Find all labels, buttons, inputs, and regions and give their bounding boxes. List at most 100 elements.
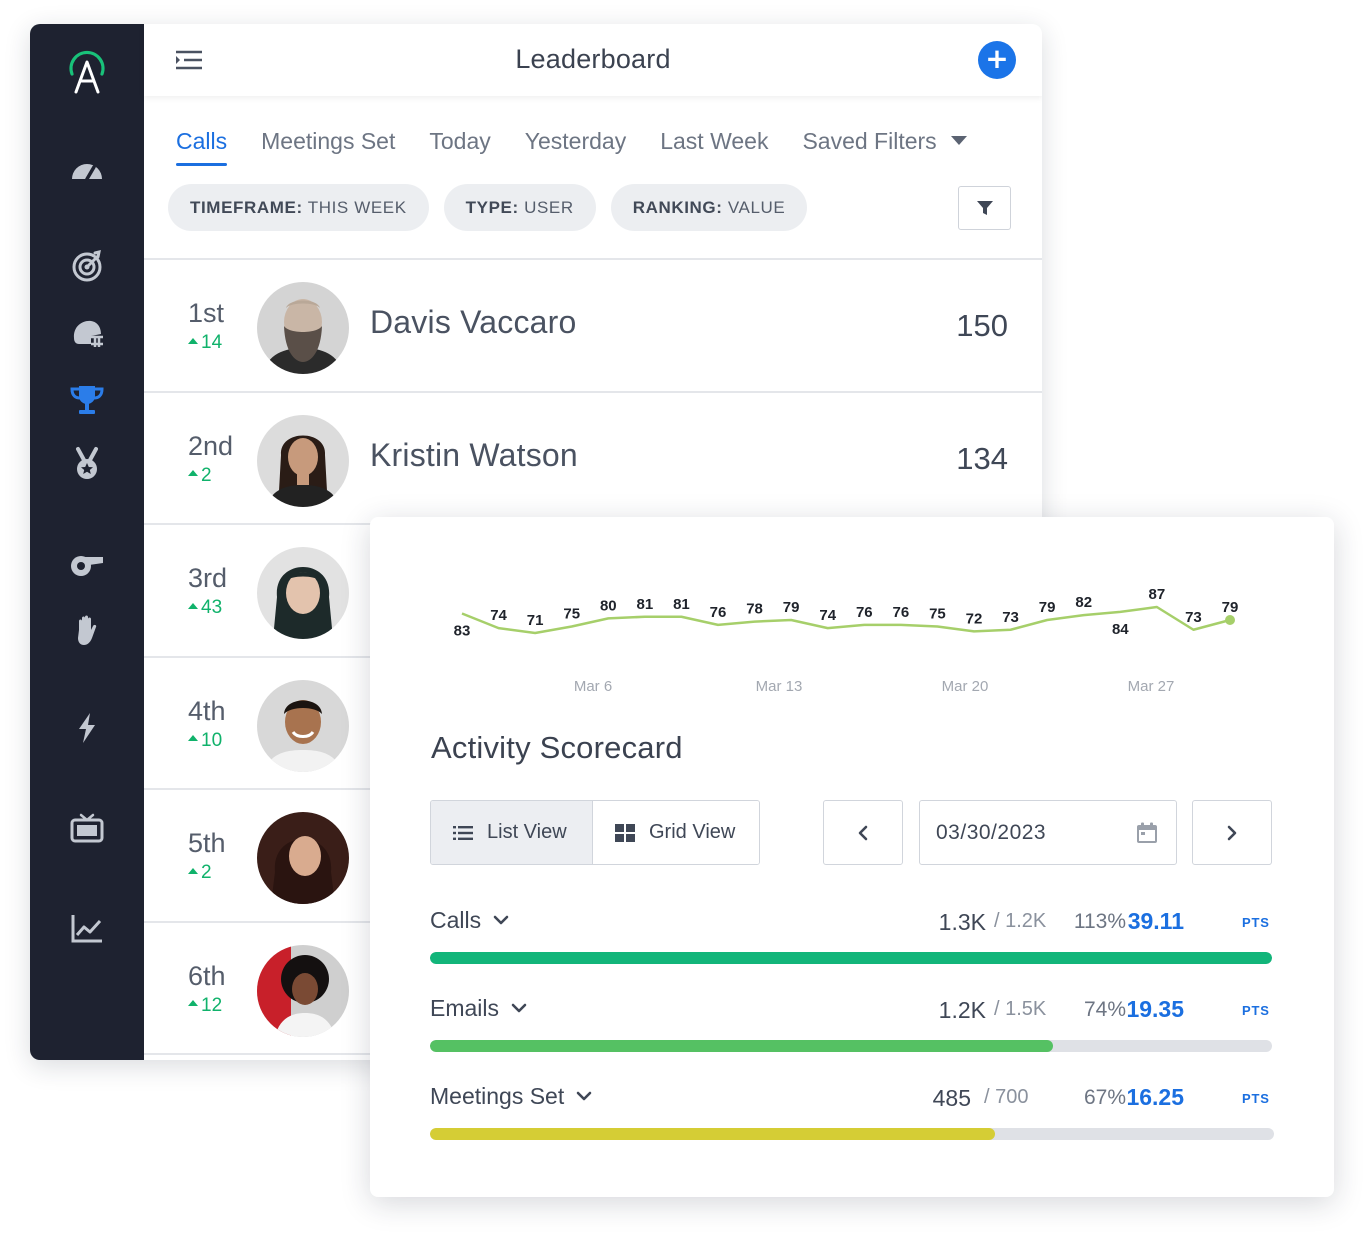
leaderboard-row[interactable]: 1st 14 Davis Vaccaro 150 <box>144 260 1042 393</box>
tab-bar: Calls Meetings Set Today Yesterday Last … <box>176 128 1042 168</box>
type-chip[interactable]: TYPE: USER <box>443 184 596 231</box>
person-name: Davis Vaccaro <box>370 304 577 340</box>
metric-name: Meetings Set <box>430 1083 565 1109</box>
grid-icon <box>615 823 635 842</box>
view-toggle: List View Grid View <box>430 800 760 865</box>
rank-change: 2 <box>188 862 212 884</box>
filter-button[interactable] <box>958 186 1011 230</box>
avatar <box>257 282 349 374</box>
raised-hand-icon[interactable] <box>67 610 107 650</box>
person-name: Kristin Watson <box>370 436 578 473</box>
date-value: 03/30/2023 <box>936 821 1047 844</box>
trend-data-label: 82 <box>1075 594 1092 611</box>
chevron-down-icon <box>493 915 509 925</box>
trend-line <box>461 605 1231 635</box>
target-icon[interactable] <box>67 246 107 286</box>
trend-data-label: 74 <box>819 607 836 624</box>
rank-label: 2nd <box>188 430 234 461</box>
add-button[interactable]: + <box>978 41 1016 79</box>
trend-data-label: 76 <box>893 604 910 621</box>
trend-x-tick: Mar 13 <box>756 678 803 695</box>
grid-view-label: Grid View <box>649 821 736 843</box>
trend-x-tick: Mar 20 <box>942 678 989 695</box>
tab-meetings-set[interactable]: Meetings Set <box>261 128 396 154</box>
metric-percent: 113% <box>1073 910 1126 933</box>
metric-percent: 74% <box>1083 998 1126 1021</box>
metric-calls: Calls 1.3K / 1.2K 113% 39.11 PTS <box>430 907 1274 977</box>
trend-data-label: 75 <box>929 606 946 623</box>
progress-track <box>430 1040 1272 1052</box>
trend-endpoint[interactable] <box>1225 615 1235 625</box>
progress-track <box>430 952 1272 964</box>
topbar: Leaderboard + <box>144 24 1042 96</box>
list-view-label: List View <box>487 821 567 843</box>
lightning-bolt-icon[interactable] <box>67 708 107 748</box>
leaderboard-row[interactable]: 3rd 43 <box>144 525 1042 658</box>
chip-value: USER <box>524 198 574 217</box>
trend-data-label: 74 <box>490 607 507 624</box>
trend-data-label: 83 <box>454 623 471 640</box>
rank-label: 6th <box>188 960 226 991</box>
metric-value: 485 <box>932 1085 971 1111</box>
metric-dropdown[interactable]: Calls <box>430 907 509 934</box>
avatar <box>257 944 349 1037</box>
chip-value: VALUE <box>727 198 786 217</box>
previous-date-button[interactable] <box>823 800 903 865</box>
tv-icon[interactable] <box>67 808 107 848</box>
points-unit: PTS <box>1242 1003 1270 1018</box>
whistle-icon[interactable] <box>67 544 107 584</box>
chip-key: RANKING: <box>632 198 723 217</box>
chevron-left-icon <box>858 825 868 840</box>
metric-percent: 67% <box>1083 1086 1126 1109</box>
page-title: Leaderboard <box>515 44 671 74</box>
metric-target: / 700 <box>984 1086 1029 1108</box>
metric-meetings-set: Meetings Set 485 / 700 67% 16.25 PTS <box>430 1083 1274 1153</box>
trend-data-label: 76 <box>856 604 873 621</box>
ranking-chip[interactable]: RANKING: VALUE <box>610 184 808 231</box>
date-picker[interactable]: 03/30/2023 <box>919 800 1177 865</box>
scorecard-title: Activity Scorecard <box>431 730 683 765</box>
tab-calls[interactable]: Calls <box>176 128 228 166</box>
progress-fill <box>430 1040 1054 1052</box>
chevron-right-icon <box>1227 825 1237 840</box>
rank-label: 4th <box>188 695 226 726</box>
timeframe-chip[interactable]: TIMEFRAME: THIS WEEK <box>168 184 429 231</box>
leaderboard-row[interactable]: 2nd 2 Kristin Watson 134 <box>144 393 1042 525</box>
logo-icon[interactable] <box>64 48 110 98</box>
avatar <box>257 812 349 904</box>
tab-last-week[interactable]: Last Week <box>660 128 769 154</box>
progress-fill <box>430 1128 996 1140</box>
next-date-button[interactable] <box>1192 800 1272 865</box>
chip-key: TYPE: <box>465 198 519 217</box>
filter-chips: TIMEFRAME: THIS WEEK TYPE: USER RANKING:… <box>168 184 822 231</box>
tab-yesterday[interactable]: Yesterday <box>524 128 627 154</box>
dashboard-gauge-icon[interactable] <box>67 150 107 190</box>
trophy-icon[interactable] <box>67 380 107 420</box>
rank-change: 12 <box>188 995 222 1017</box>
tab-saved-filters[interactable]: Saved Filters <box>802 128 967 166</box>
metric-value: 1.2K <box>938 997 986 1023</box>
line-chart-icon[interactable] <box>67 908 107 948</box>
avatar <box>257 679 349 772</box>
trend-data-label: 79 <box>1039 599 1056 616</box>
trend-data-label: 80 <box>600 597 617 614</box>
caret-down-icon <box>950 136 967 146</box>
tab-today[interactable]: Today <box>429 128 491 154</box>
main-panel: Leaderboard + Calls Meetings Set Today Y… <box>144 24 1042 1060</box>
list-icon <box>453 825 473 840</box>
medal-icon[interactable] <box>67 444 107 484</box>
metric-points: 16.25 <box>1126 1084 1184 1110</box>
list-view-button[interactable]: List View <box>431 801 593 864</box>
menu-toggle-icon[interactable] <box>174 46 204 74</box>
metric-name: Calls <box>430 907 482 933</box>
metric-dropdown[interactable]: Emails <box>430 995 527 1022</box>
metric-points: 19.35 <box>1126 996 1184 1022</box>
metric-dropdown[interactable]: Meetings Set <box>430 1083 592 1110</box>
calendar-icon[interactable] <box>1136 822 1158 844</box>
filter-funnel-icon <box>976 201 993 215</box>
grid-view-button[interactable]: Grid View <box>593 801 759 864</box>
chevron-down-icon <box>511 1003 527 1013</box>
trend-data-label: 73 <box>1002 609 1019 626</box>
metric-value: 1.3K <box>938 909 986 935</box>
football-helmet-icon[interactable] <box>67 314 107 354</box>
